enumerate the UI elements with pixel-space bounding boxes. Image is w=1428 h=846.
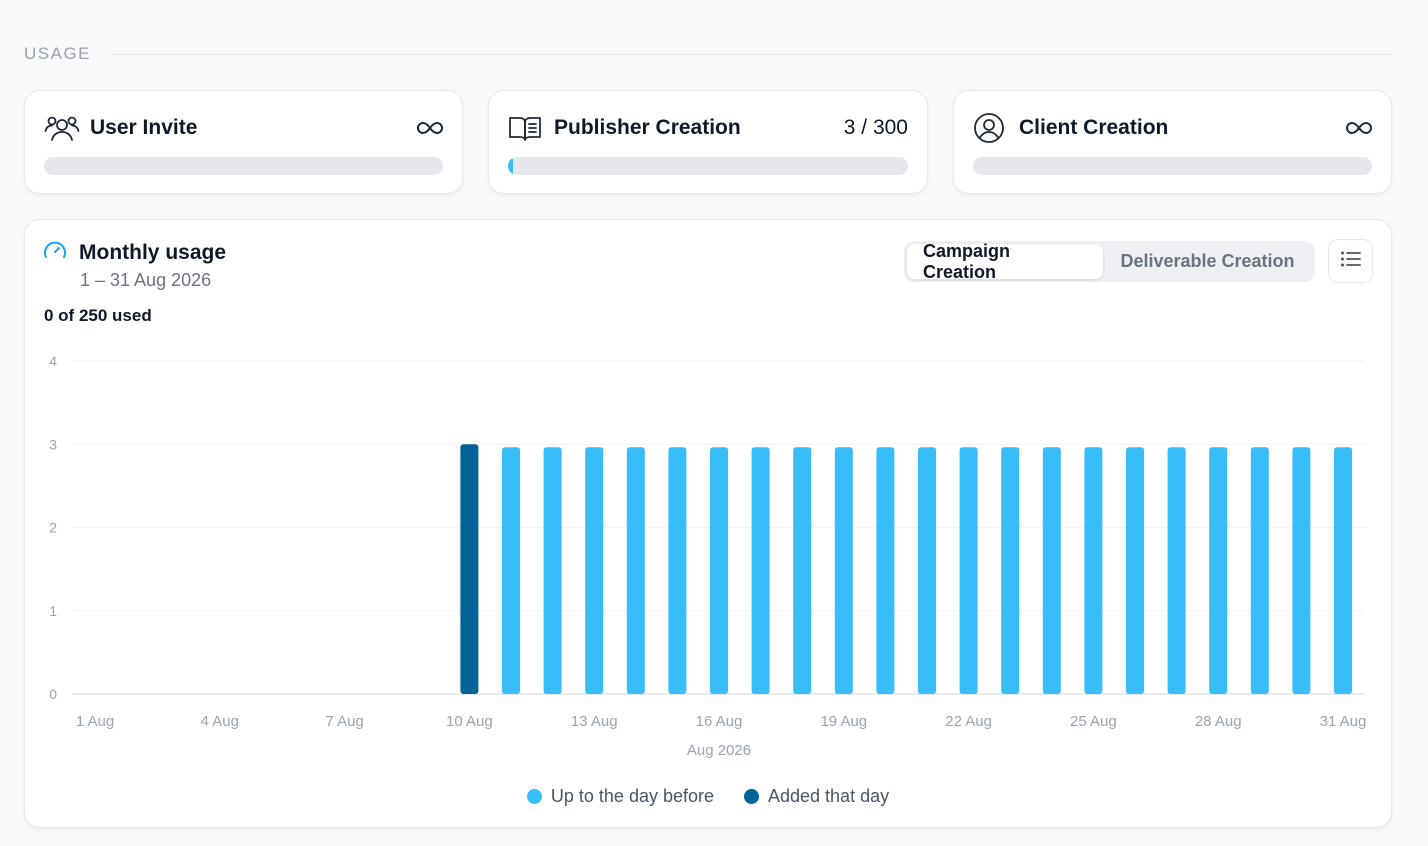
chart-bar xyxy=(626,447,645,694)
infinity-icon xyxy=(417,121,443,135)
x-tick-label: 25 Aug xyxy=(1070,713,1117,730)
legend-item-added-that-day[interactable]: Added that day xyxy=(744,786,889,807)
date-range: 1 – 31 Aug 2026 xyxy=(80,270,212,290)
x-tick-label: 16 Aug xyxy=(696,713,743,730)
chart-bar xyxy=(1209,447,1228,694)
list-icon xyxy=(1340,250,1362,273)
chart-bar xyxy=(1334,447,1352,694)
gauge-icon xyxy=(43,240,67,265)
y-tick-label: 3 xyxy=(49,436,57,452)
usage-progress-bar xyxy=(44,157,443,175)
tab-deliverable-creation[interactable]: Deliverable Creation xyxy=(1120,251,1295,271)
section-title: USAGE xyxy=(24,44,92,63)
infinity-icon xyxy=(1346,121,1372,135)
chart-bar xyxy=(1001,447,1020,694)
legend-label: Up to the day before xyxy=(550,786,714,806)
x-tick-label: 7 Aug xyxy=(325,713,363,730)
usage-progress-bar xyxy=(973,157,1372,175)
usage-section-header: USAGE xyxy=(24,43,1392,65)
usage-progress-bar xyxy=(508,157,908,175)
chart-bar xyxy=(502,447,520,694)
y-tick-label: 2 xyxy=(49,520,57,536)
monthly-usage-chart: 0 1 2 3 4 1 Aug 4 Aug 7 Aug 10 Aug 13 Aug 16 Aug 19… xyxy=(49,353,1367,759)
usage-limit-text: 3 / 300 xyxy=(843,116,908,139)
progress-fill xyxy=(508,157,513,175)
user-circle-icon xyxy=(973,113,1009,143)
chart-bar xyxy=(1292,447,1311,694)
usage-card-user-invite: User Invite xyxy=(24,90,463,194)
chart-bar xyxy=(668,447,687,694)
chart-bar xyxy=(1126,447,1144,694)
legend-item-up-to-day-before[interactable]: Up to the day before xyxy=(526,786,714,807)
chart-bar xyxy=(876,447,895,694)
card-title: User Invite xyxy=(90,116,198,139)
x-tick-label: 1 Aug xyxy=(76,713,114,730)
chart-menu-button[interactable] xyxy=(1328,239,1373,283)
y-tick-label: 0 xyxy=(49,686,57,702)
usage-card-client-creation: Client Creation xyxy=(953,90,1392,194)
card-title: Client Creation xyxy=(1019,116,1169,139)
x-axis-label: Aug 2026 xyxy=(687,742,751,759)
chart-bar xyxy=(959,447,978,694)
used-count: 0 of 250 used xyxy=(44,306,152,325)
x-tick-label: 31 Aug xyxy=(1320,713,1367,730)
x-tick-label: 10 Aug xyxy=(446,713,493,730)
chart-bar xyxy=(793,447,812,694)
y-tick-label: 4 xyxy=(49,353,57,369)
chart-bar xyxy=(585,447,604,694)
x-tick-label: 13 Aug xyxy=(571,713,618,730)
x-tick-label: 19 Aug xyxy=(820,713,867,730)
book-icon xyxy=(508,113,544,143)
legend-label: Added that day xyxy=(768,786,890,806)
chart-legend: Up to the day before Added that day xyxy=(25,786,1391,807)
chart-bar xyxy=(1250,447,1269,694)
chart-bar xyxy=(834,447,853,694)
chart-bar xyxy=(1084,447,1103,694)
panel-header: Monthly usage xyxy=(43,240,226,265)
legend-swatch xyxy=(526,789,542,804)
type-toggle: Campaign Creation Deliverable Creation xyxy=(904,241,1315,282)
monthly-usage-panel: Monthly usage 1 – 31 Aug 2026 0 of 250 u… xyxy=(24,219,1392,828)
chart-bar xyxy=(1042,447,1061,694)
x-tick-label: 4 Aug xyxy=(201,713,239,730)
panel-title: Monthly usage xyxy=(79,240,227,264)
chart-bar xyxy=(1167,447,1186,694)
section-divider xyxy=(109,53,1392,55)
legend-swatch xyxy=(744,789,759,804)
card-title: Publisher Creation xyxy=(554,116,741,139)
chart-bar xyxy=(751,447,770,694)
chart-bar xyxy=(460,444,479,694)
x-tick-label: 28 Aug xyxy=(1195,713,1242,730)
chart-bar xyxy=(918,447,936,694)
x-tick-label: 22 Aug xyxy=(945,713,992,730)
usage-card-publisher-creation: Publisher Creation 3 / 300 xyxy=(488,90,928,194)
y-tick-label: 1 xyxy=(49,603,57,619)
tab-campaign-creation[interactable]: Campaign Creation xyxy=(907,241,1103,282)
chart-bar xyxy=(543,447,562,694)
users-icon xyxy=(44,113,80,143)
chart-bar xyxy=(710,447,728,694)
